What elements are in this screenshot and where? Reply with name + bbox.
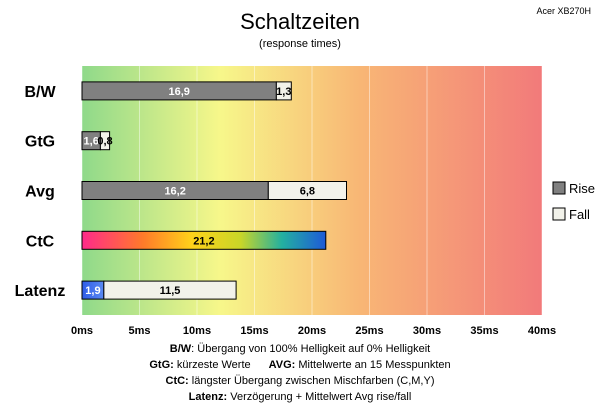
legend-label-fall: Fall <box>569 207 590 222</box>
category-label-b-w: B/W <box>24 84 56 101</box>
chart-title: Schaltzeiten <box>240 9 360 34</box>
note-ctc-term: CtC: <box>165 375 189 387</box>
x-tick-label: 35ms <box>470 325 498 337</box>
fall-bar-b-w <box>275 81 292 101</box>
note-ctc: CtC: längster Übergang zwischen Mischfar… <box>0 373 600 389</box>
category-label-ctc: CtC <box>26 233 55 250</box>
fall-value-label-avg: 6,8 <box>300 186 315 198</box>
legend-swatch-rise <box>552 181 566 195</box>
note-avg-term: AVG: <box>268 359 296 371</box>
x-tick-label: 10ms <box>183 325 211 337</box>
note-ctc-text: längster Übergang zwischen Mischfarben (… <box>188 375 435 387</box>
rise-bar-ctc <box>81 230 327 250</box>
fall-bar-avg <box>267 181 347 200</box>
model-label: Acer XB270H <box>536 6 591 16</box>
note-gtg-text: kürzeste Werte <box>173 359 251 371</box>
rise-value-label-ctc: 21,2 <box>193 235 214 247</box>
category-labels: B/W GtG Avg CtC Latenz <box>15 84 66 300</box>
category-label-gtg: GtG <box>25 134 55 151</box>
x-tick-label: 30ms <box>413 325 441 337</box>
fall-bar-gtg <box>99 131 111 151</box>
chart-subtitle: (response times) <box>259 38 341 50</box>
note-bw-text: : Übergang von 100% Helligkeit auf 0% He… <box>191 343 431 355</box>
fall-value-label-latenz: 11,5 <box>160 285 181 297</box>
rise-value-label-gtg: 1,6 <box>84 136 99 148</box>
note-latenz: Latenz: Verzögerung + Mittelwert Avg ris… <box>0 389 600 405</box>
note-gtg-avg: GtG: kürzeste Werte AVG: Mittelwerte an 1… <box>0 357 600 373</box>
legend-swatch-fall <box>552 207 566 221</box>
x-tick-labels: 0ms 5ms 10ms 15ms 20ms 25ms 30ms 35ms 40ms <box>71 325 556 337</box>
fall-bar-latenz <box>103 280 237 300</box>
x-tick-label: 20ms <box>298 325 326 337</box>
rise-value-label-latenz: 1,9 <box>85 285 100 297</box>
rise-value-label-avg: 16,2 <box>164 186 185 198</box>
note-bw: B/W: Übergang von 100% Helligkeit auf 0%… <box>0 341 600 357</box>
x-tick-label: 0ms <box>71 325 93 337</box>
legend-label-rise: Rise <box>569 181 595 196</box>
rise-value-label-b-w: 16,9 <box>168 86 189 98</box>
fall-value-label-b-w: 1,3 <box>276 86 291 98</box>
category-label-avg: Avg <box>25 184 55 201</box>
legend: Rise Fall <box>552 181 595 222</box>
note-gtg-term: GtG: <box>149 359 174 371</box>
x-tick-label: 40ms <box>528 325 556 337</box>
note-avg-text: Mittelwerte an 15 Messpunkten <box>295 359 451 371</box>
category-label-latenz: Latenz <box>15 283 66 300</box>
fall-value-label-gtg: 0,8 <box>97 136 112 148</box>
x-tick-label: 25ms <box>355 325 383 337</box>
x-tick-label: 15ms <box>240 325 268 337</box>
note-latenz-text: Verzögerung + Mittelwert Avg rise/fall <box>227 391 412 403</box>
note-bw-term: B/W <box>169 343 192 355</box>
x-tick-label: 5ms <box>128 325 150 337</box>
note-latenz-term: Latenz: <box>188 391 228 403</box>
bars: 16,9 1,3 1,60,8 16,2 6,8 21,2 1,9 11,5 <box>81 81 347 300</box>
